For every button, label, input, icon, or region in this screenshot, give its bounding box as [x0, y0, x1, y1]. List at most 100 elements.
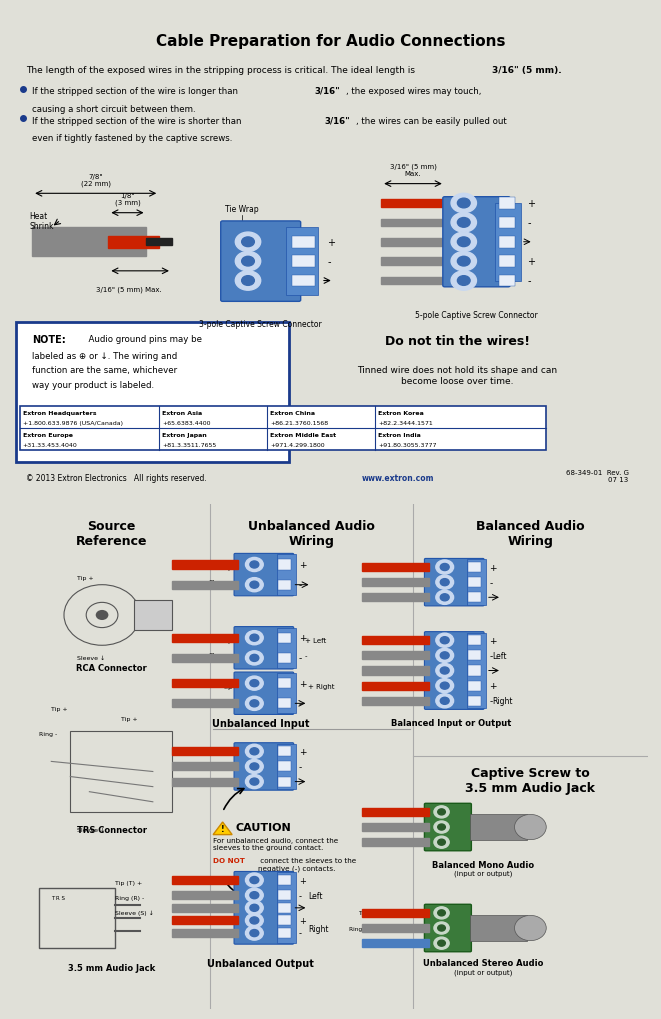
- Bar: [292, 256, 315, 268]
- Bar: [292, 275, 315, 287]
- Circle shape: [245, 774, 263, 789]
- Bar: [468, 696, 481, 706]
- Bar: [172, 904, 239, 912]
- Text: 3/16" (5 mm)
Max.: 3/16" (5 mm) Max.: [389, 164, 436, 177]
- Text: 3-pole Captive Screw Connector: 3-pole Captive Screw Connector: [200, 320, 322, 329]
- Circle shape: [235, 271, 260, 290]
- Bar: [381, 200, 445, 208]
- Text: DO NOT: DO NOT: [213, 858, 245, 863]
- Bar: [381, 238, 445, 247]
- Bar: [276, 744, 295, 790]
- Bar: [278, 903, 291, 913]
- Text: +86.21.3760.1568: +86.21.3760.1568: [270, 421, 329, 426]
- Text: +: +: [489, 636, 496, 645]
- Text: For unbalanced audio, connect the
sleeves to the ground contact.: For unbalanced audio, connect the sleeve…: [213, 838, 338, 857]
- Text: Tip +: Tip +: [52, 706, 68, 711]
- Circle shape: [245, 677, 263, 691]
- Text: !: !: [221, 823, 225, 833]
- Text: 3.5 mm Audio Jack: 3.5 mm Audio Jack: [68, 963, 155, 972]
- Bar: [468, 593, 481, 603]
- Circle shape: [250, 876, 259, 883]
- Text: Unbalanced Input: Unbalanced Input: [212, 718, 309, 729]
- Bar: [362, 564, 429, 572]
- Circle shape: [440, 667, 449, 675]
- Circle shape: [245, 926, 263, 941]
- Bar: [147, 239, 172, 246]
- Circle shape: [250, 635, 259, 642]
- Text: Ring: Ring: [407, 580, 422, 586]
- Bar: [468, 636, 481, 646]
- Circle shape: [245, 759, 263, 773]
- Circle shape: [250, 561, 259, 569]
- Bar: [70, 732, 172, 812]
- Text: Ring: Ring: [407, 653, 422, 658]
- Text: T R S: T R S: [52, 896, 65, 901]
- Circle shape: [245, 889, 263, 903]
- Text: Ring (R) = Right Channel: Ring (R) = Right Channel: [349, 925, 422, 930]
- Bar: [362, 823, 429, 832]
- Bar: [172, 762, 239, 770]
- Circle shape: [250, 917, 259, 924]
- Text: Sleeve: Sleeve: [209, 779, 232, 785]
- Text: Balanced Mono Audio: Balanced Mono Audio: [432, 860, 534, 869]
- Text: Unbalanced Output: Unbalanced Output: [208, 958, 314, 968]
- Text: Tie Wrap: Tie Wrap: [225, 205, 258, 213]
- Text: (input or output): (input or output): [453, 870, 512, 876]
- Circle shape: [250, 892, 259, 899]
- Text: 3/16": 3/16": [315, 87, 340, 96]
- Circle shape: [451, 213, 477, 233]
- FancyBboxPatch shape: [424, 632, 484, 709]
- FancyBboxPatch shape: [424, 905, 471, 952]
- Circle shape: [235, 233, 260, 252]
- Text: Extron Europe: Extron Europe: [22, 433, 73, 438]
- Text: -: -: [299, 581, 302, 590]
- Circle shape: [434, 806, 449, 818]
- Text: -: -: [299, 762, 302, 771]
- Text: way your product is labeled.: way your product is labeled.: [32, 380, 155, 389]
- Text: -: -: [527, 276, 531, 286]
- Bar: [276, 628, 295, 668]
- Circle shape: [434, 937, 449, 950]
- Bar: [172, 700, 239, 707]
- Circle shape: [245, 901, 263, 915]
- Text: Tip: Tip: [222, 917, 232, 923]
- Circle shape: [250, 582, 259, 589]
- Text: +: +: [327, 237, 335, 248]
- Text: 5-pole Captive Screw Connector: 5-pole Captive Screw Connector: [415, 310, 538, 319]
- Text: +971.4.299.1800: +971.4.299.1800: [270, 442, 325, 447]
- Text: Left: Left: [308, 891, 323, 900]
- Bar: [276, 554, 295, 595]
- Text: Ring (R) -: Ring (R) -: [391, 824, 422, 830]
- Circle shape: [242, 257, 254, 267]
- Bar: [362, 652, 429, 659]
- Text: RCA Connector: RCA Connector: [76, 663, 147, 673]
- Text: +1.800.633.9876 (USA/Canada): +1.800.633.9876 (USA/Canada): [22, 421, 123, 426]
- Text: CAUTION: CAUTION: [235, 822, 291, 833]
- Text: Tip +: Tip +: [121, 716, 137, 721]
- Bar: [362, 808, 429, 816]
- Bar: [278, 875, 291, 886]
- FancyBboxPatch shape: [234, 871, 293, 945]
- Bar: [292, 236, 315, 249]
- Circle shape: [250, 929, 259, 936]
- Text: 1/8"
(3 mm): 1/8" (3 mm): [114, 193, 140, 206]
- Circle shape: [451, 194, 477, 213]
- Circle shape: [96, 610, 108, 621]
- Text: www.extron.com: www.extron.com: [362, 473, 435, 482]
- Circle shape: [438, 925, 446, 931]
- FancyBboxPatch shape: [424, 558, 484, 606]
- Bar: [496, 204, 521, 281]
- Text: Tip: Tip: [412, 565, 422, 571]
- Bar: [498, 275, 514, 287]
- Circle shape: [235, 252, 260, 271]
- Text: Tip: Tip: [222, 749, 232, 754]
- Text: +: +: [299, 679, 306, 688]
- FancyBboxPatch shape: [424, 804, 471, 851]
- Bar: [276, 674, 295, 713]
- FancyBboxPatch shape: [234, 743, 293, 791]
- Circle shape: [440, 579, 449, 586]
- Bar: [362, 924, 429, 932]
- Bar: [172, 748, 239, 756]
- Bar: [362, 637, 429, 645]
- Bar: [276, 872, 295, 944]
